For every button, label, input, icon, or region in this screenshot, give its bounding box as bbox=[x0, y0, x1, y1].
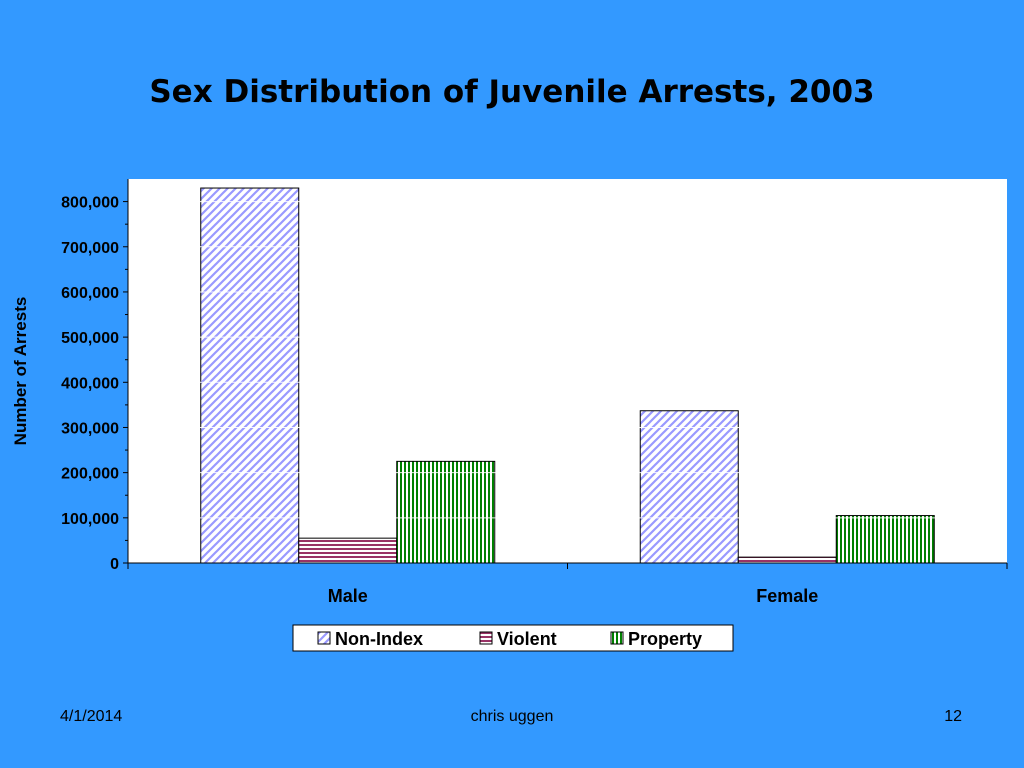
y-tick-label: 500,000 bbox=[61, 330, 119, 347]
legend-label-non-index: Non-Index bbox=[335, 629, 423, 649]
legend-swatch-violent bbox=[479, 631, 493, 645]
gridlines-over-bars bbox=[128, 201, 1007, 519]
y-tick-label: 400,000 bbox=[61, 375, 119, 392]
y-ticks: 0 100,000 200,000 300,000 400,000 500,000 600,… bbox=[61, 195, 128, 573]
bar-non-index-male bbox=[200, 187, 300, 564]
bar-non-index-female bbox=[639, 410, 739, 564]
legend-swatch-property bbox=[610, 631, 624, 645]
y-tick-label: 300,000 bbox=[61, 420, 119, 437]
bar-property-male bbox=[396, 460, 496, 564]
legend: Non-Index Violent Property bbox=[292, 624, 734, 652]
y-tick-label: 800,000 bbox=[61, 195, 119, 212]
legend-label-property: Property bbox=[628, 629, 702, 649]
y-tick-label: 200,000 bbox=[61, 466, 119, 483]
legend-box bbox=[292, 624, 734, 652]
footer-page-number: 12 bbox=[944, 708, 962, 725]
y-tick-label: 700,000 bbox=[61, 240, 119, 257]
x-tick-label-female: Female bbox=[756, 586, 818, 606]
y-tick-label: 100,000 bbox=[61, 511, 119, 528]
footer-date: 4/1/2014 bbox=[60, 708, 123, 725]
x-ticks: Male Female bbox=[127, 563, 1008, 606]
bar-violent-female bbox=[737, 556, 837, 564]
y-tick-label: 600,000 bbox=[61, 285, 119, 302]
slide-title: Sex Distribution of Juvenile Arrests, 20… bbox=[149, 74, 875, 110]
y-tick-label: 0 bbox=[110, 556, 119, 573]
legend-swatch-non-index bbox=[317, 631, 331, 645]
bar-violent-male bbox=[298, 537, 398, 564]
footer-author: chris uggen bbox=[470, 708, 554, 725]
legend-label-violent: Violent bbox=[497, 629, 557, 649]
x-tick-label-male: Male bbox=[328, 586, 368, 606]
bar-property-female bbox=[835, 515, 935, 564]
y-axis-label: Number of Arrests bbox=[11, 297, 30, 446]
bars bbox=[128, 187, 1007, 564]
